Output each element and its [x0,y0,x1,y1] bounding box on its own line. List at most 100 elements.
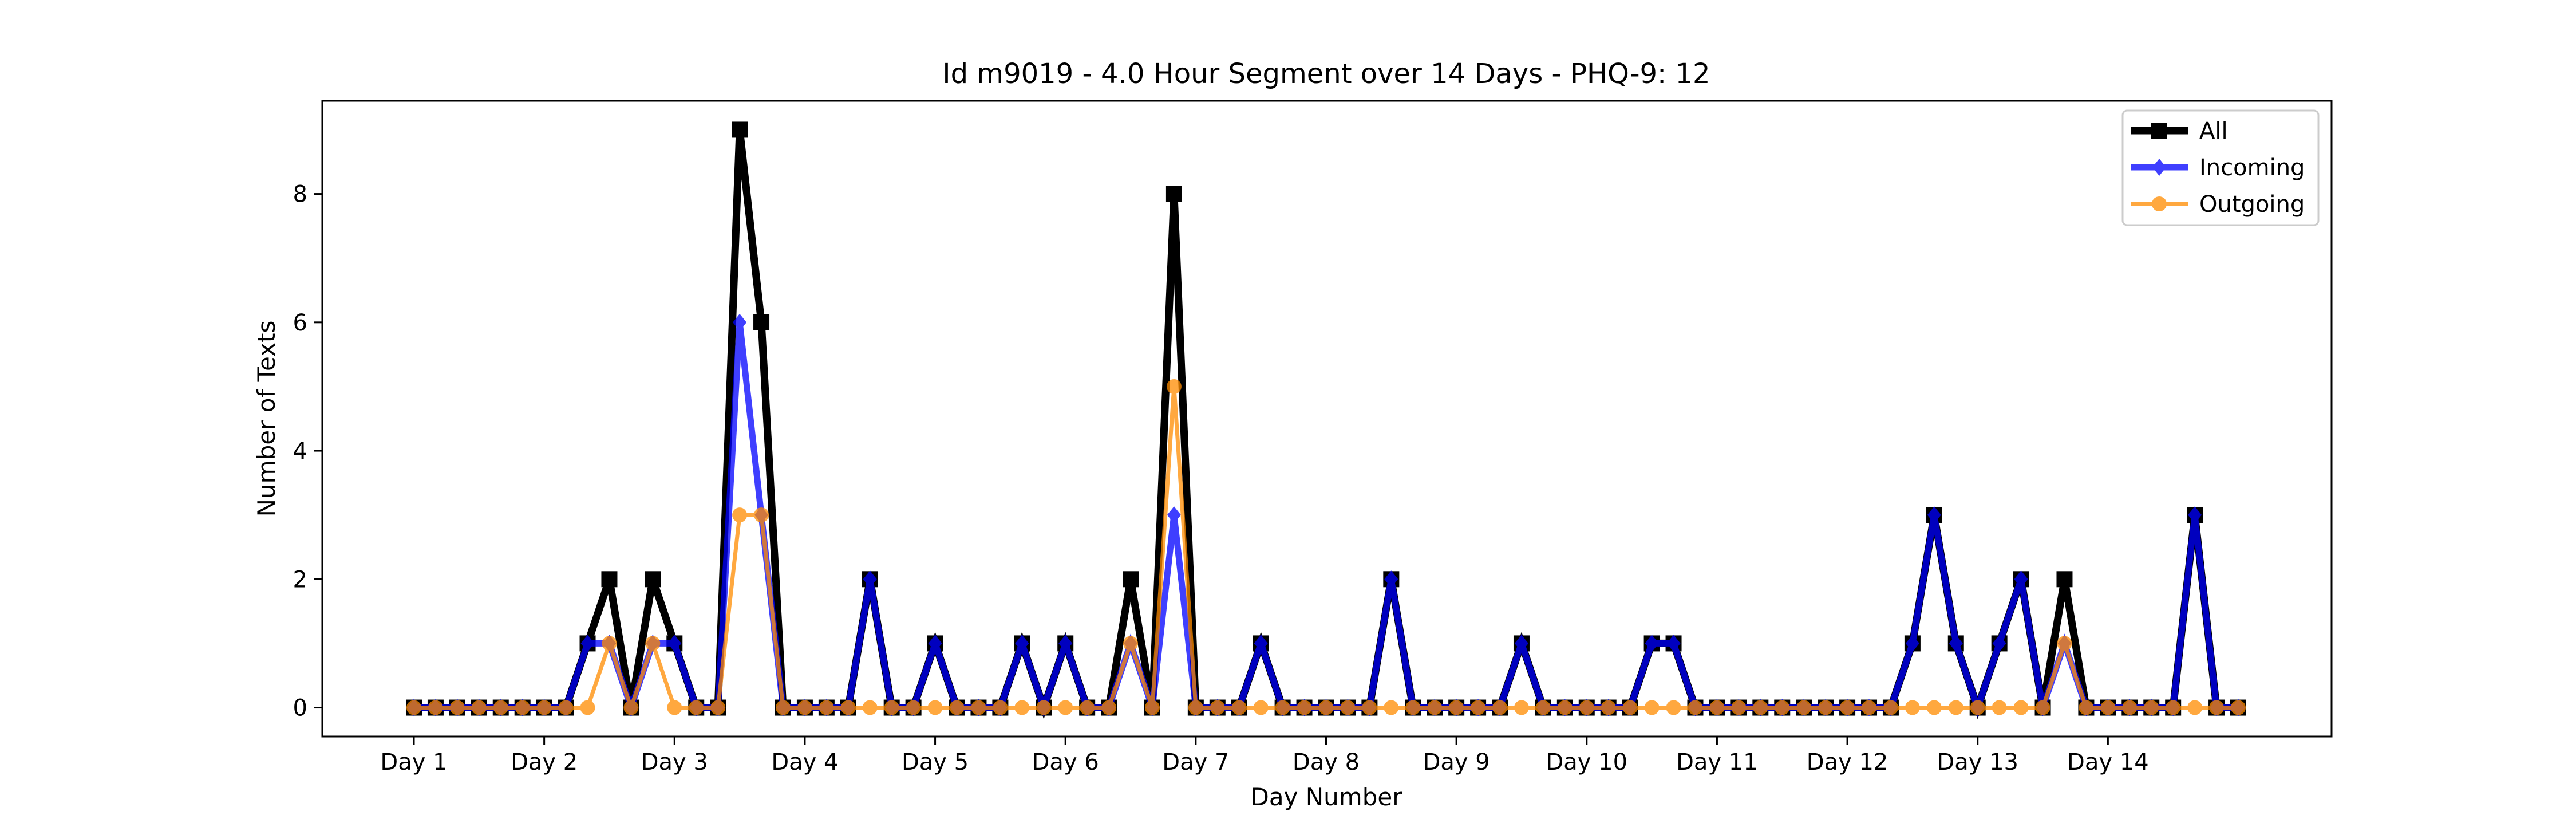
x-tick-label: Day 5 [902,749,969,775]
y-tick-label: 4 [293,438,307,464]
data-point-outgoing [1275,700,1290,715]
data-point-outgoing [1840,700,1855,715]
plot-frame [321,100,2333,738]
data-point-outgoing [2057,636,2072,651]
data-point-all [645,571,661,588]
chart-title: Id m9019 - 4.0 Hour Segment over 14 Days… [942,58,1710,90]
data-point-outgoing [1535,700,1551,715]
x-tick-label: Day 3 [641,749,708,775]
data-point-outgoing [775,700,791,715]
data-point-outgoing [1405,700,1421,715]
x-tick-label: Day 6 [1032,749,1099,775]
data-point-outgoing [862,700,878,715]
data-point-incoming [1514,635,1528,652]
tick-marks: Day 1 Day 2 Day 3 Day 4 Day 5 Day 6 Day 7 Day 8… [293,182,2149,775]
data-point-outgoing [2100,700,2116,715]
data-point-incoming [1015,635,1029,652]
data-point-outgoing [819,700,834,715]
data-point-incoming [2188,506,2202,524]
data-point-outgoing [927,700,943,715]
data-point-outgoing [1796,700,1812,715]
data-point-outgoing [1036,700,1052,715]
y-tick-label: 0 [293,695,307,722]
legend: All Incoming Outgoing [2121,109,2320,226]
data-point-outgoing [536,700,552,715]
data-point-incoming [1992,635,2006,652]
data-point-outgoing [1101,700,1117,715]
legend-label: All [2199,118,2228,144]
data-point-incoming [1058,635,1073,652]
x-tick-label: Day 4 [771,749,838,775]
data-point-outgoing [2013,700,2029,715]
data-point-outgoing [1384,700,1399,715]
data-point-outgoing [1688,700,1703,715]
data-point-outgoing [1297,700,1312,715]
series-outgoing [406,379,2246,715]
x-tick-label: Day 12 [1807,749,1888,775]
data-point-outgoing [1362,700,1377,715]
data-point-outgoing [1058,700,1073,715]
y-tick-label: 2 [293,566,307,593]
data-point-outgoing [732,507,748,523]
data-point-incoming [667,635,682,652]
data-point-outgoing [1970,700,1985,715]
x-tick-label: Day 2 [511,749,578,775]
data-point-outgoing [1926,700,1942,715]
data-point-incoming [928,635,942,652]
legend-label: Outgoing [2199,191,2305,218]
data-point-outgoing [1253,700,1269,715]
data-point-all [753,314,770,330]
data-point-outgoing [1014,700,1030,715]
data-point-outgoing [2035,700,2050,715]
data-point-outgoing [1080,700,1095,715]
data-point-outgoing [623,700,639,715]
data-point-outgoing [1340,700,1356,715]
data-point-outgoing [1883,700,1898,715]
data-point-outgoing [1449,700,1464,715]
x-tick-label: Day 13 [1937,749,2018,775]
data-point-incoming [1167,506,1181,524]
data-point-outgoing [1709,700,1725,715]
legend-item-all [2131,123,2188,139]
data-point-outgoing [428,700,443,715]
data-point-outgoing [1862,700,1877,715]
data-point-outgoing [2231,700,2246,715]
data-point-all [732,121,748,138]
x-axis-label: Day Number [1250,783,1402,811]
data-point-incoming [1666,635,1681,652]
data-point-all [2056,571,2073,588]
data-point-outgoing [1753,700,1768,715]
x-tick-label: Day 11 [1676,749,1758,775]
data-point-outgoing [1644,700,1660,715]
data-point-outgoing [689,700,704,715]
data-point-incoming [1927,506,1941,524]
x-tick-label: Day 1 [380,749,447,775]
data-point-outgoing [1492,700,1508,715]
data-point-outgoing [754,507,769,523]
data-point-outgoing [1231,700,1247,715]
data-point-outgoing [1123,636,1139,651]
legend-label: Incoming [2199,155,2305,181]
legend-swatch-marker [2152,159,2166,176]
data-point-outgoing [2144,700,2159,715]
legend-box [2121,109,2320,226]
data-point-incoming [1905,635,1919,652]
legend-item-outgoing [2131,196,2188,211]
data-point-all [601,571,618,588]
data-point-outgoing [515,700,530,715]
data-series [406,121,2246,719]
data-point-outgoing [558,700,574,715]
data-point-outgoing [493,700,508,715]
legend-swatch-marker [2151,123,2167,139]
data-point-outgoing [993,700,1008,715]
data-point-outgoing [645,636,661,651]
data-point-outgoing [1905,700,1920,715]
data-point-outgoing [1666,700,1681,715]
data-point-outgoing [906,700,921,715]
data-point-incoming [1645,635,1659,652]
y-tick-label: 8 [293,182,307,208]
data-point-incoming [863,570,877,588]
data-point-outgoing [2209,700,2225,715]
